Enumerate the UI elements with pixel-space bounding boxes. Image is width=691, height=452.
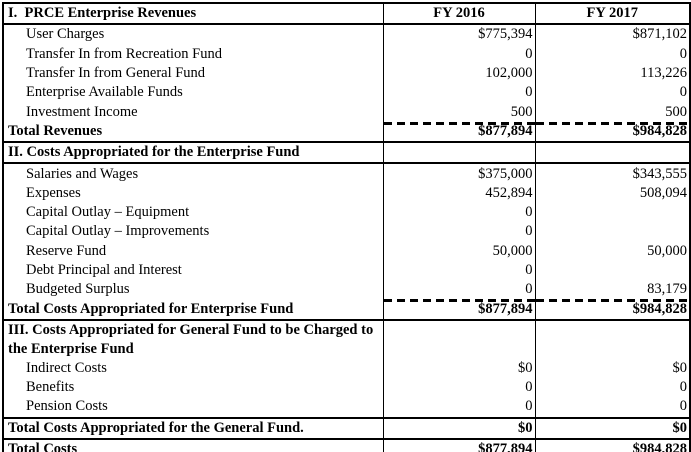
- row-label: Benefits: [26, 379, 75, 396]
- fy2016-value: $0: [382, 358, 535, 379]
- fy2017-value: [534, 222, 690, 242]
- row-label: Total Costs: [8, 441, 78, 452]
- section-i-header: I. PRCE Enterprise Revenues: [8, 5, 197, 22]
- row-enterprise-available-funds: Enterprise Available Funds 0 0: [3, 83, 690, 103]
- fy2016-value: 452,894: [382, 183, 535, 203]
- row-total-revenues: Total Revenues $877,894 $984,828: [3, 121, 690, 143]
- row-debt-principal-and-interest: Debt Principal and Interest 0: [3, 260, 690, 281]
- fy2016-value: $0: [382, 417, 535, 439]
- fy2017-value: 0: [534, 44, 690, 64]
- row-reserve-fund: Reserve Fund 50,000 50,000: [3, 241, 690, 261]
- fy2016-value: 50,000: [382, 241, 535, 261]
- fy2016-value: 0: [382, 44, 535, 64]
- row-transfer-in-recreation-fund: Transfer In from Recreation Fund 0 0: [3, 44, 690, 64]
- row-label: Budgeted Surplus: [26, 281, 130, 298]
- fy2017-value: 508,094: [534, 183, 690, 203]
- row-label: Capital Outlay – Equipment: [26, 204, 190, 221]
- row-label: Salaries and Wages: [26, 165, 139, 182]
- row-label: Enterprise Available Funds: [26, 84, 183, 101]
- fy2016-value: $375,000: [382, 163, 535, 184]
- column-header-fy2016: FY 2016: [382, 3, 535, 25]
- row-label: Investment Income: [26, 103, 138, 120]
- fy2017-value: [534, 142, 690, 164]
- row-budgeted-surplus: Budgeted Surplus 0 83,179: [3, 280, 690, 300]
- row-label: Transfer In from General Fund: [26, 65, 206, 82]
- row-label: Pension Costs: [26, 398, 108, 415]
- fy2016-value: 0: [382, 83, 535, 103]
- row-total-costs: Total Costs $877,894 $984,828: [3, 438, 690, 452]
- row-salaries-and-wages: Salaries and Wages $375,000 $343,555: [3, 163, 690, 184]
- fy2016-value: 0: [382, 222, 535, 242]
- row-investment-income: Investment Income 500 500: [3, 102, 690, 122]
- fy2017-value: 83,179: [534, 280, 690, 300]
- fy2017-value: 50,000: [534, 241, 690, 261]
- row-label: Total Revenues: [8, 122, 103, 139]
- row-user-charges: User Charges $775,394 $871,102: [3, 24, 690, 45]
- fy2016-value: $775,394: [382, 24, 535, 45]
- row-indirect-costs: Indirect Costs $0 $0: [3, 358, 690, 379]
- row-total-costs-general-fund: Total Costs Appropriated for the General…: [3, 417, 690, 439]
- row-label: Capital Outlay – Improvements: [26, 223, 210, 240]
- row-label: User Charges: [26, 26, 105, 43]
- row-pension-costs: Pension Costs 0 0: [3, 397, 690, 418]
- fy2016-value: [382, 319, 535, 359]
- fy2017-value: $984,828: [534, 299, 690, 320]
- row-label: Total Costs Appropriated for the General…: [8, 419, 304, 436]
- fy2016-value: 0: [382, 280, 535, 300]
- row-section-ii-header: II. Costs Appropriated for the Enterpris…: [3, 142, 690, 164]
- fy2017-value: [534, 202, 690, 223]
- row-label: Indirect Costs: [26, 359, 107, 376]
- section-iii-header: III. Costs Appropriated for General Fund…: [8, 321, 377, 357]
- fy2016-value: $877,894: [382, 121, 535, 143]
- row-section-iii-header: III. Costs Appropriated for General Fund…: [3, 319, 690, 359]
- fy2016-value: $877,894: [382, 299, 535, 320]
- row-label: Reserve Fund: [26, 242, 107, 259]
- row-label: Expenses: [26, 184, 81, 201]
- fy2017-value: [534, 260, 690, 281]
- fy2017-value: 500: [534, 102, 690, 122]
- row-capital-outlay-improvements: Capital Outlay – Improvements 0: [3, 222, 690, 242]
- fy2017-value: $871,102: [534, 24, 690, 45]
- row-benefits: Benefits 0 0: [3, 378, 690, 398]
- fy2017-value: 0: [534, 397, 690, 418]
- fy2017-value: $0: [534, 358, 690, 379]
- fy2017-value: $0: [534, 417, 690, 439]
- fy2016-value: 0: [382, 378, 535, 398]
- section-ii-header: II. Costs Appropriated for the Enterpris…: [8, 144, 300, 161]
- fy2016-value: $877,894: [382, 438, 535, 452]
- fy2017-value: $984,828: [534, 121, 690, 143]
- row-label: Total Costs Appropriated for Enterprise …: [8, 300, 294, 317]
- fy2017-value: 0: [534, 378, 690, 398]
- fy2016-value: 0: [382, 260, 535, 281]
- fy2016-value: 0: [382, 397, 535, 418]
- fy2016-value: [382, 142, 535, 164]
- column-header-fy2017: FY 2017: [534, 3, 690, 25]
- row-total-costs-enterprise-fund: Total Costs Appropriated for Enterprise …: [3, 299, 690, 320]
- fy2016-value: 0: [382, 202, 535, 223]
- row-label: Debt Principal and Interest: [26, 262, 182, 278]
- fy2016-value: 102,000: [382, 63, 535, 84]
- table-header-row: I. PRCE Enterprise Revenues FY 2016 FY 2…: [3, 3, 690, 25]
- fy2017-value: $984,828: [534, 438, 690, 452]
- fy2016-value: 500: [382, 102, 535, 122]
- fy2017-value: 113,226: [534, 63, 690, 84]
- fy2017-value: $343,555: [534, 163, 690, 184]
- fy2017-value: 0: [534, 83, 690, 103]
- row-capital-outlay-equipment: Capital Outlay – Equipment 0: [3, 202, 690, 223]
- row-expenses: Expenses 452,894 508,094: [3, 183, 690, 203]
- row-transfer-in-general-fund: Transfer In from General Fund 102,000 11…: [3, 63, 690, 84]
- row-label: Transfer In from Recreation Fund: [26, 45, 222, 62]
- fy2017-value: [534, 319, 690, 359]
